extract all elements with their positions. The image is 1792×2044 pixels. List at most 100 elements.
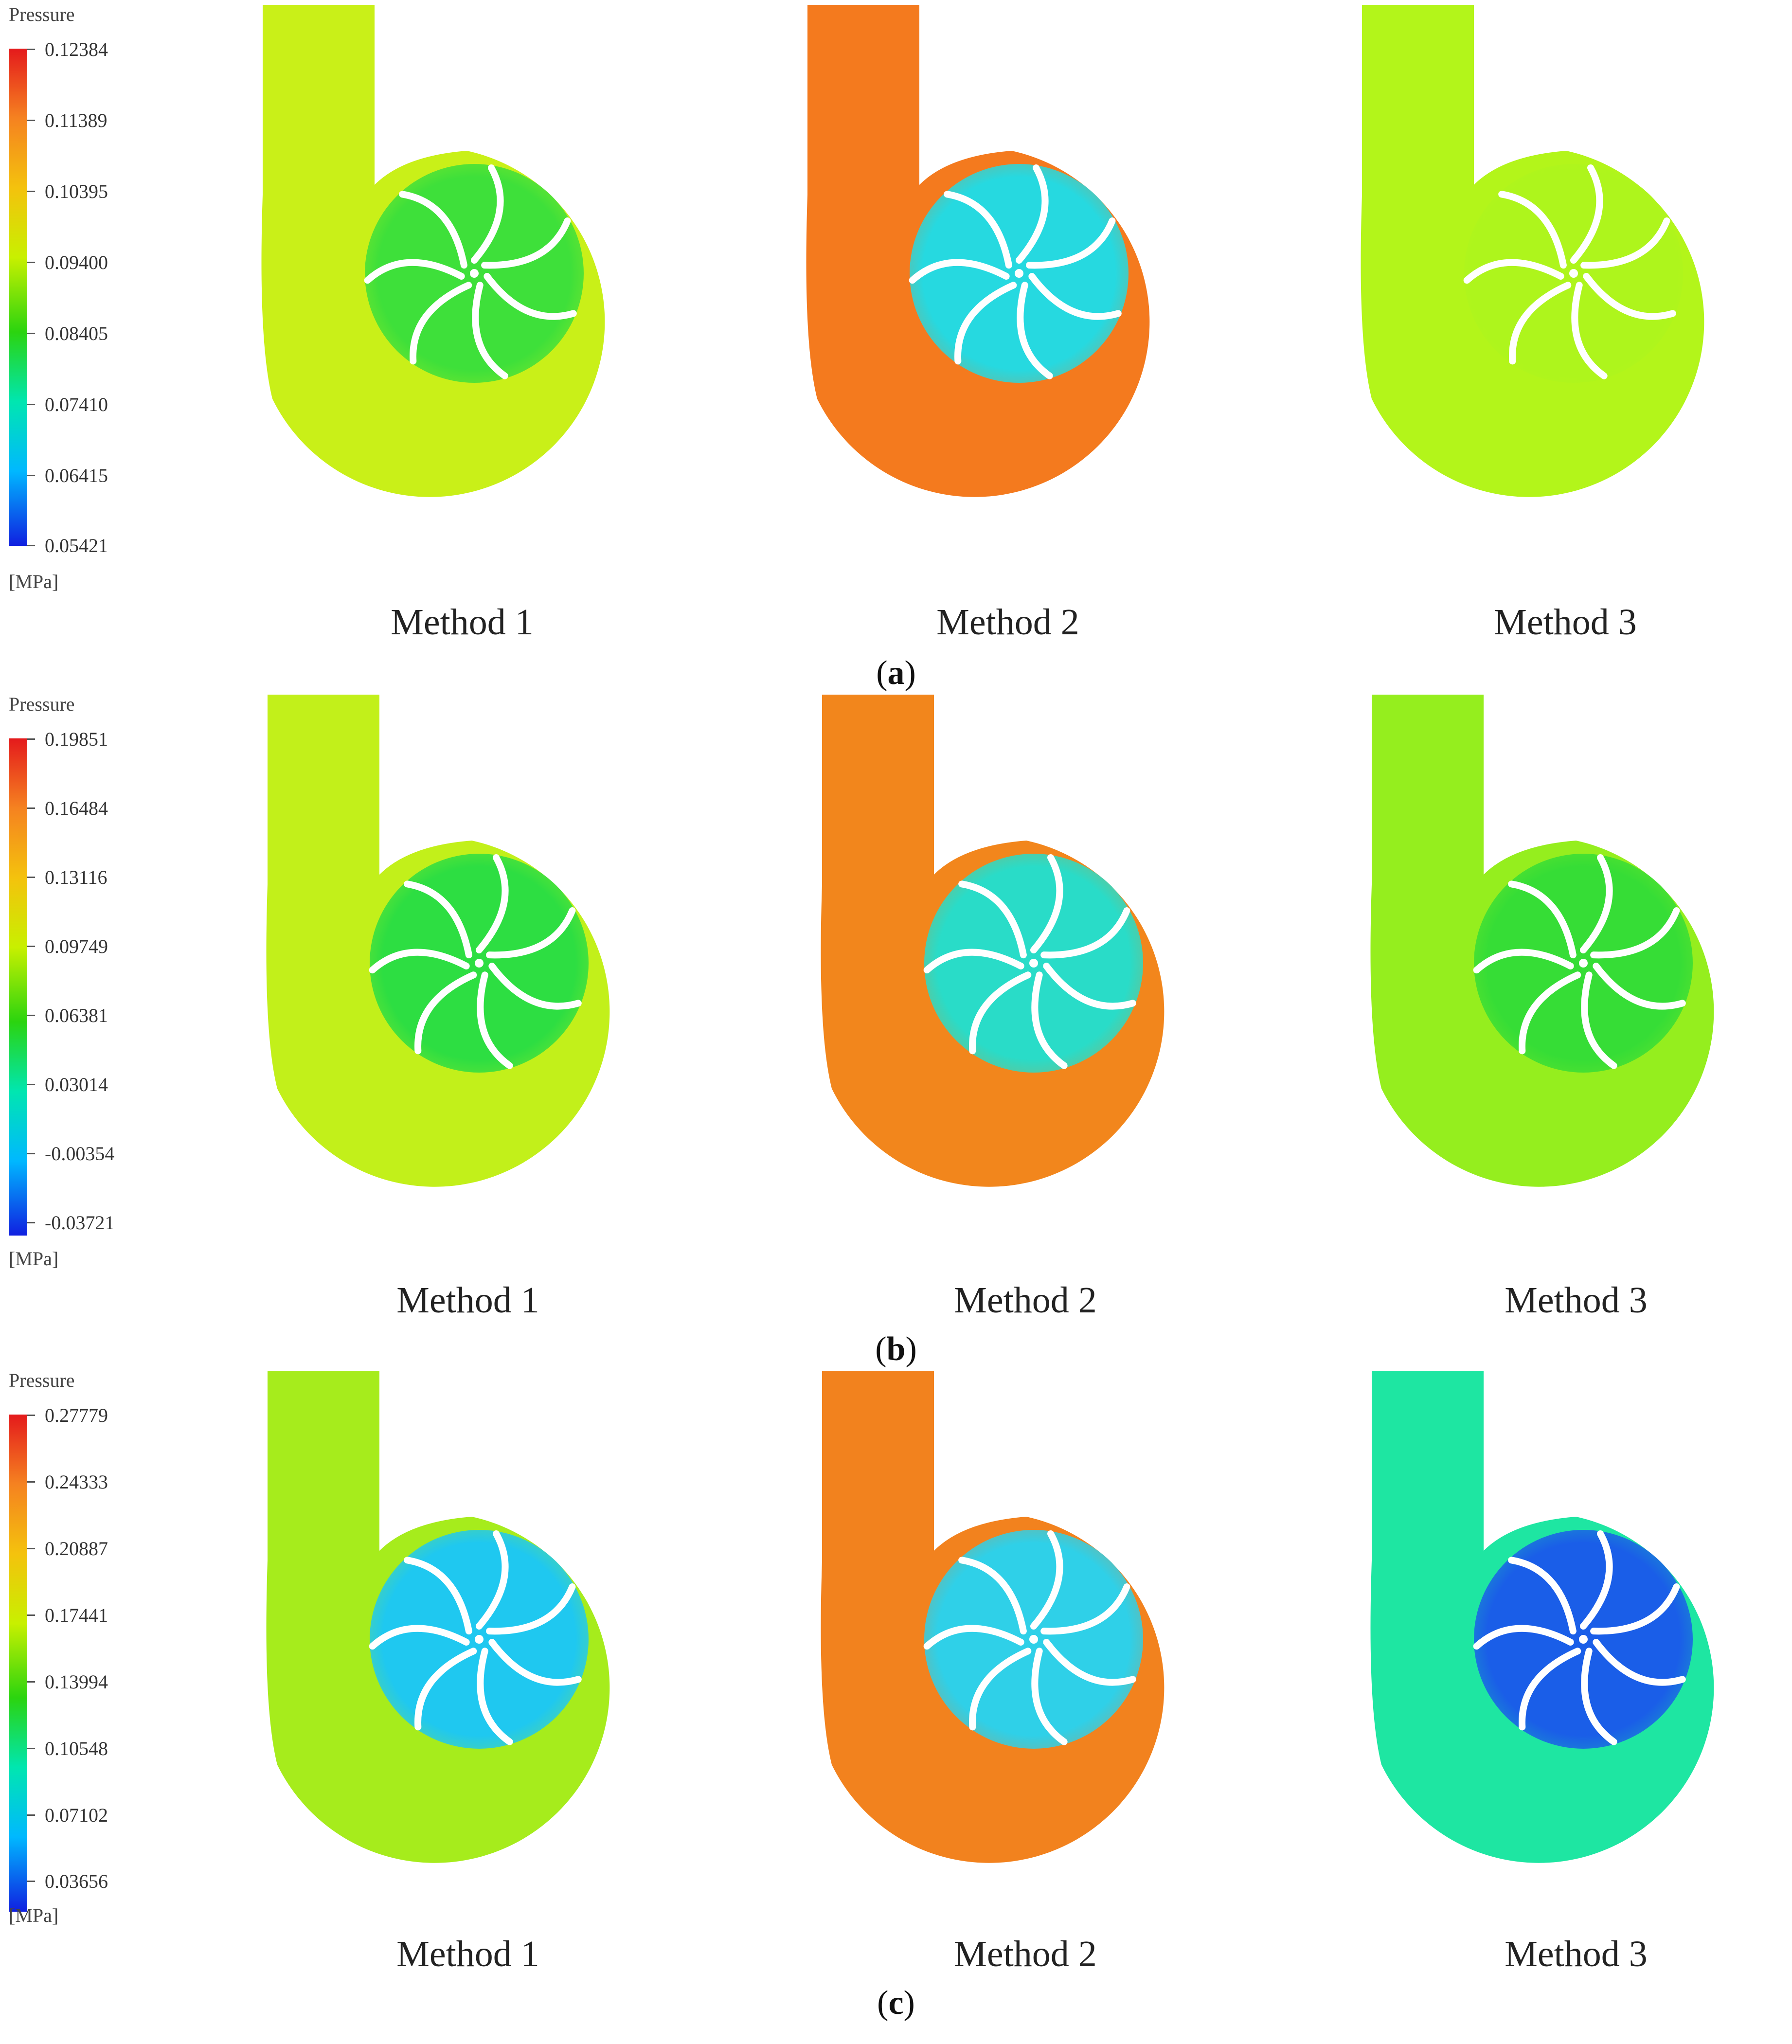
pump-svg [821, 1371, 1165, 1863]
tick-label: -0.00354 [45, 1143, 115, 1165]
tick-label: 0.10395 [45, 180, 108, 202]
pressure-legend: Pressure 0.12384 0.11389 0.10395 0.09400… [0, 0, 146, 603]
tick-mark [27, 1681, 35, 1683]
pump-svg [1361, 5, 1704, 497]
impeller-blade [909, 259, 1010, 284]
legend-title: Pressure [9, 1369, 75, 1391]
tick-mark [27, 1415, 35, 1416]
method-3-label: Method 3 [1505, 1934, 1648, 1974]
impeller-blade [1026, 217, 1116, 269]
tick-mark [27, 738, 35, 740]
tick-label: 0.06415 [45, 465, 108, 486]
panel-label-b: (b) [875, 1330, 917, 1368]
impeller-blade [472, 282, 508, 379]
pump-svg [1370, 1371, 1714, 1863]
legend-title: Pressure [9, 693, 75, 715]
impeller-blade [1498, 191, 1567, 269]
impeller-blade [969, 1648, 1032, 1731]
tick-mark [27, 404, 35, 405]
tick-label: 0.17441 [45, 1604, 108, 1626]
impeller-blade [369, 949, 470, 974]
tick-mark [27, 1548, 35, 1549]
method-2-label: Method 2 [954, 1280, 1097, 1321]
pump-contour-method-3 [1338, 690, 1792, 1235]
impeller-hub [475, 959, 484, 968]
impeller-hub [1579, 1635, 1588, 1644]
tick-label: 0.09400 [45, 251, 108, 273]
tick-mark [27, 191, 35, 192]
pressure-legend: Pressure 0.19851 0.16484 0.13116 0.09749… [0, 690, 146, 1293]
tick-label: 0.24333 [45, 1471, 108, 1493]
impeller-blade [958, 1557, 1027, 1635]
impeller-blade [944, 191, 1012, 269]
impeller-blade [1590, 907, 1680, 959]
tick-mark [27, 262, 35, 263]
impeller-blade [488, 1639, 582, 1686]
impeller-blade [484, 273, 577, 320]
tick-mark [27, 1084, 35, 1085]
tick-mark [27, 1614, 35, 1616]
pump-svg [261, 5, 605, 497]
impeller-blade [404, 1557, 472, 1635]
impeller-blade [1581, 971, 1617, 1069]
tick-label: 0.13994 [45, 1671, 108, 1693]
tick-label: 0.16484 [45, 797, 108, 819]
pump-svg [821, 695, 1165, 1187]
impeller-blade [1580, 854, 1613, 953]
impeller-blade [471, 164, 504, 264]
impeller-blade [410, 282, 472, 365]
tick-label: 0.08405 [45, 323, 108, 344]
impeller-blade [476, 854, 509, 953]
impeller-blade [1043, 963, 1136, 1010]
impeller-blade [1508, 1557, 1577, 1635]
impeller-blade [1016, 164, 1049, 264]
tick-label: 0.13116 [45, 866, 108, 888]
impeller-blade [1519, 1648, 1581, 1731]
impeller-blade [1040, 1583, 1130, 1635]
impeller-blade [1030, 1530, 1063, 1630]
legend-unit: [MPa] [9, 1904, 59, 1926]
tick-mark [27, 475, 35, 476]
tick-mark [27, 49, 35, 50]
tick-mark [27, 1153, 35, 1154]
tick-label: 0.27779 [45, 1404, 108, 1426]
impeller-blade [923, 949, 1024, 974]
impeller-hub [470, 269, 479, 278]
colorbar [9, 49, 27, 546]
impeller-blade [958, 880, 1027, 959]
pump-svg [266, 1371, 610, 1863]
legend-title: Pressure [9, 3, 75, 25]
pump-contour-method-2 [788, 1366, 1274, 1911]
impeller-blade [1040, 907, 1130, 959]
tick-label: 0.03014 [45, 1074, 108, 1095]
pump-svg [266, 695, 610, 1187]
impeller-hub [1029, 1635, 1038, 1644]
method-3-label: Method 3 [1494, 602, 1637, 643]
legend-unit: [MPa] [9, 1248, 59, 1270]
impeller-blade [414, 1648, 477, 1731]
impeller-blade [1570, 164, 1603, 264]
impeller-hub [1015, 269, 1023, 278]
impeller-blade [486, 1583, 576, 1635]
tick-mark [27, 1748, 35, 1749]
impeller-blade [1593, 1639, 1686, 1686]
impeller-blade [364, 259, 465, 284]
impeller-blade [486, 907, 576, 959]
tick-label: 0.20887 [45, 1538, 108, 1560]
impeller-hub [1029, 959, 1038, 968]
tick-label: 0.07410 [45, 394, 108, 415]
method-2-label: Method 2 [954, 1934, 1097, 1974]
tick-label: 0.12384 [45, 38, 108, 60]
tick-mark [27, 807, 35, 809]
impeller-blade [954, 282, 1017, 365]
tick-mark [27, 1481, 35, 1483]
pump-svg [1370, 695, 1714, 1187]
impeller-blade [1580, 1530, 1613, 1630]
method-1-label: Method 1 [396, 1934, 539, 1974]
tick-label: 0.05421 [45, 535, 108, 556]
impeller-blade [1043, 1639, 1136, 1686]
impeller-blade [1031, 1648, 1068, 1745]
tick-mark [27, 1881, 35, 1882]
impeller-blade [923, 1625, 1024, 1650]
colorbar [9, 738, 27, 1236]
